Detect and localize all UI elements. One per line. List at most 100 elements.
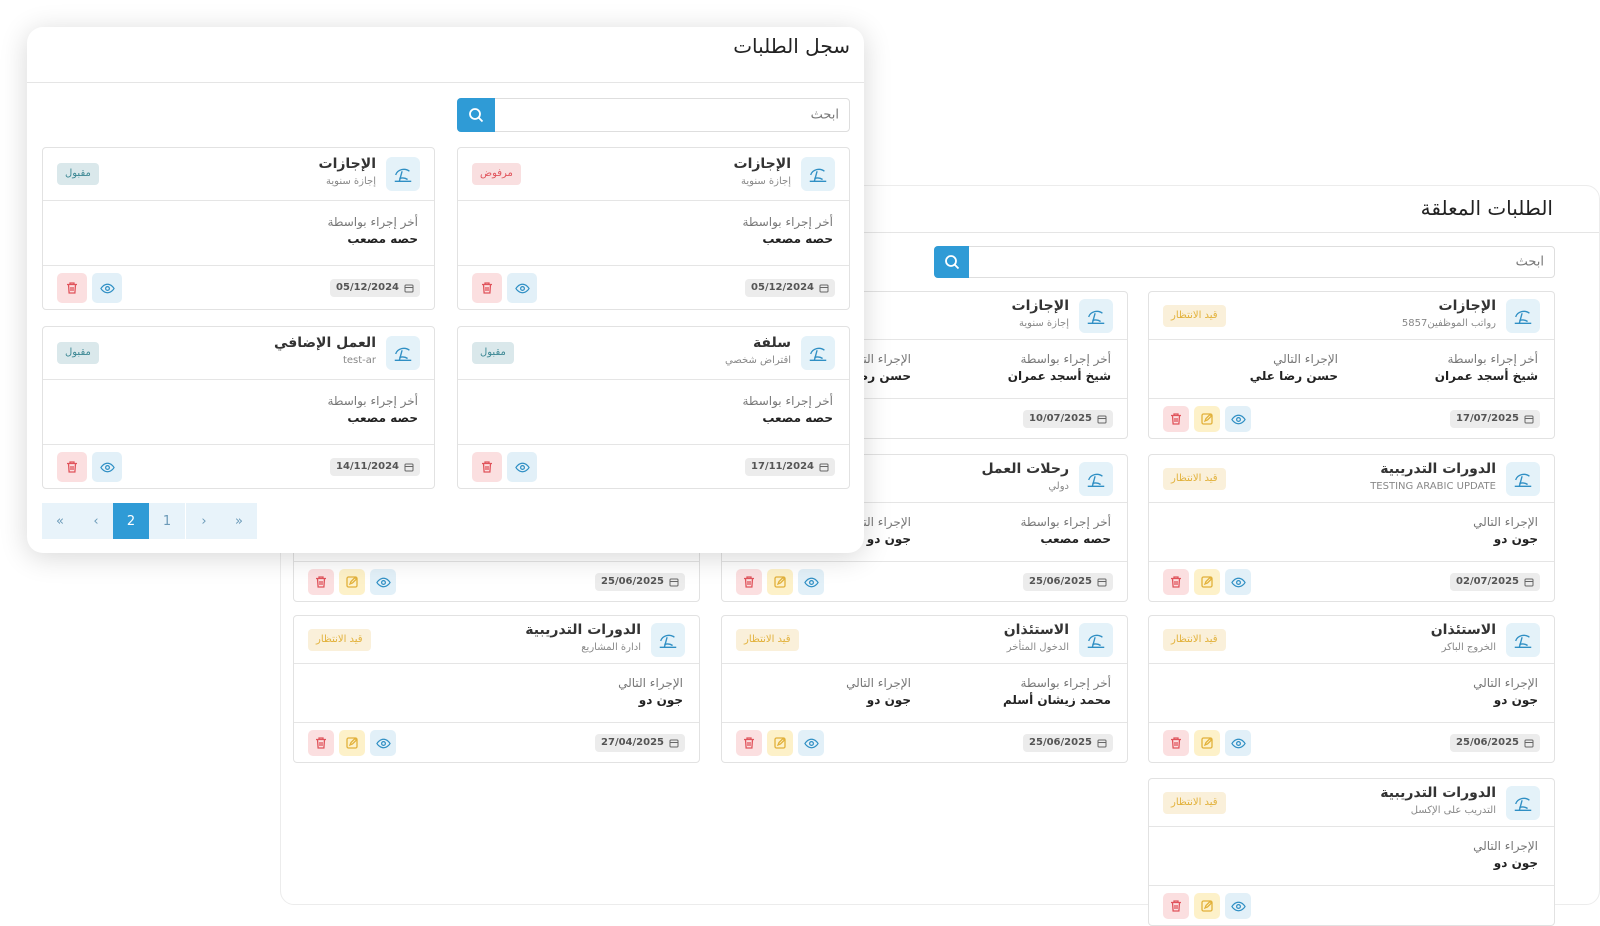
status-badge: مرفوض	[472, 163, 521, 185]
view-button[interactable]	[370, 730, 396, 756]
edit-button[interactable]	[767, 730, 793, 756]
delete-button[interactable]	[1163, 893, 1189, 919]
divider	[458, 379, 849, 380]
delete-button[interactable]	[57, 452, 87, 482]
search-box[interactable]: ابحث	[934, 246, 1555, 278]
field-label: الإجراء التالي	[1473, 515, 1538, 529]
request-title: الإجازات	[1011, 297, 1070, 314]
status-badge: قيد الانتظار	[1163, 304, 1226, 327]
request-title: رحلات العمل	[981, 460, 1069, 477]
view-button[interactable]	[370, 569, 396, 595]
divider	[458, 444, 849, 445]
date-pill: 02/07/2025	[1450, 573, 1540, 591]
request-icon	[386, 157, 420, 191]
edit-button[interactable]	[767, 569, 793, 595]
view-button[interactable]	[92, 452, 122, 482]
status-badge: قيد الانتظار	[1163, 467, 1226, 490]
delete-button[interactable]	[736, 730, 762, 756]
divider	[1149, 663, 1554, 664]
field-label: الإجراء التالي	[1473, 676, 1538, 690]
date-text: 25/06/2025	[1029, 737, 1092, 748]
pagination-button[interactable]: ›	[186, 503, 222, 539]
field-label: أخر إجراء بواسطة	[1020, 515, 1111, 529]
divider	[722, 663, 1127, 664]
field-label: الإجراء التالي	[1473, 839, 1538, 853]
field-value: حصه مصعب	[762, 411, 833, 425]
date-text: 10/07/2025	[1029, 413, 1092, 424]
pagination-button[interactable]: 1	[149, 503, 185, 539]
request-subtitle: التدريب على الإكسل	[1410, 804, 1496, 816]
delete-button[interactable]	[472, 452, 502, 482]
date-pill: 25/06/2025	[1023, 573, 1113, 591]
panel-title: سجل الطلبات	[733, 34, 850, 58]
view-button[interactable]	[1225, 730, 1251, 756]
request-card: الإجازات إجازة سنوية مرفوض أخر إجراء بواسطة…	[457, 147, 850, 310]
pagination-button[interactable]: 2	[113, 503, 149, 539]
delete-button[interactable]	[308, 730, 334, 756]
request-subtitle: إجازة سنوية	[326, 176, 376, 187]
divider	[1149, 722, 1554, 723]
view-button[interactable]	[1225, 406, 1251, 432]
divider	[722, 398, 1127, 399]
divider	[722, 561, 1127, 562]
delete-button[interactable]	[308, 569, 334, 595]
request-subtitle: اقتراض شخصي	[725, 355, 791, 366]
divider	[722, 502, 1127, 503]
search-box[interactable]: ابحث	[457, 98, 850, 132]
edit-button[interactable]	[1194, 569, 1220, 595]
view-button[interactable]	[507, 452, 537, 482]
field-value: شيخ أسجد عمران	[1434, 369, 1538, 383]
divider	[43, 444, 434, 445]
request-title: الدورات التدريبية	[1380, 460, 1496, 477]
divider	[1149, 826, 1554, 827]
divider	[281, 232, 1599, 233]
request-subtitle: إجازة سنوية	[1019, 317, 1069, 329]
request-title: الاستئذان	[1003, 621, 1069, 638]
request-icon	[1506, 298, 1540, 333]
field-value: حصه مصعب	[762, 232, 833, 246]
request-icon	[801, 336, 835, 370]
search-button[interactable]	[934, 246, 969, 278]
delete-button[interactable]	[472, 273, 502, 303]
request-subtitle: الدخول المتأخر	[1006, 641, 1069, 653]
screen: الطلبات المعلقة ابحث الإجازات رواتب الموظ…	[27, 34, 1600, 926]
request-icon	[386, 336, 420, 370]
divider	[43, 379, 434, 380]
request-title: الدورات التدريبية	[525, 621, 641, 638]
divider	[1149, 885, 1554, 886]
pagination-button[interactable]: ‹	[78, 503, 114, 539]
edit-button[interactable]	[1194, 893, 1220, 919]
request-subtitle: TESTING ARABIC UPDATE	[1370, 480, 1496, 492]
divider	[1149, 561, 1554, 562]
request-icon	[1079, 298, 1113, 333]
search-placeholder: ابحث	[1515, 254, 1544, 270]
view-button[interactable]	[798, 569, 824, 595]
edit-button[interactable]	[339, 730, 365, 756]
field-label: أخر إجراء بواسطة	[742, 394, 833, 408]
view-button[interactable]	[1225, 569, 1251, 595]
field-label: أخر إجراء بواسطة	[1020, 676, 1111, 690]
date-pill: 25/06/2025	[1023, 734, 1113, 752]
field-value: شيخ أسجد عمران	[1007, 369, 1111, 383]
view-button[interactable]	[1225, 893, 1251, 919]
view-button[interactable]	[92, 273, 122, 303]
pagination-button[interactable]: «	[42, 503, 78, 539]
divider	[294, 561, 699, 562]
delete-button[interactable]	[57, 273, 87, 303]
view-button[interactable]	[798, 730, 824, 756]
delete-button[interactable]	[1163, 569, 1189, 595]
delete-button[interactable]	[1163, 730, 1189, 756]
edit-button[interactable]	[1194, 730, 1220, 756]
edit-button[interactable]	[1194, 406, 1220, 432]
pagination-button[interactable]: »	[221, 503, 257, 539]
search-button[interactable]	[457, 98, 495, 132]
field-label: أخر إجراء بواسطة	[327, 394, 418, 408]
request-icon	[1506, 622, 1540, 657]
edit-button[interactable]	[339, 569, 365, 595]
delete-button[interactable]	[1163, 406, 1189, 432]
field-value: محمد زيشان أسلم	[1002, 693, 1111, 707]
delete-button[interactable]	[736, 569, 762, 595]
date-pill: 05/12/2024	[330, 279, 420, 297]
date-pill: 17/11/2024	[745, 458, 835, 476]
view-button[interactable]	[507, 273, 537, 303]
